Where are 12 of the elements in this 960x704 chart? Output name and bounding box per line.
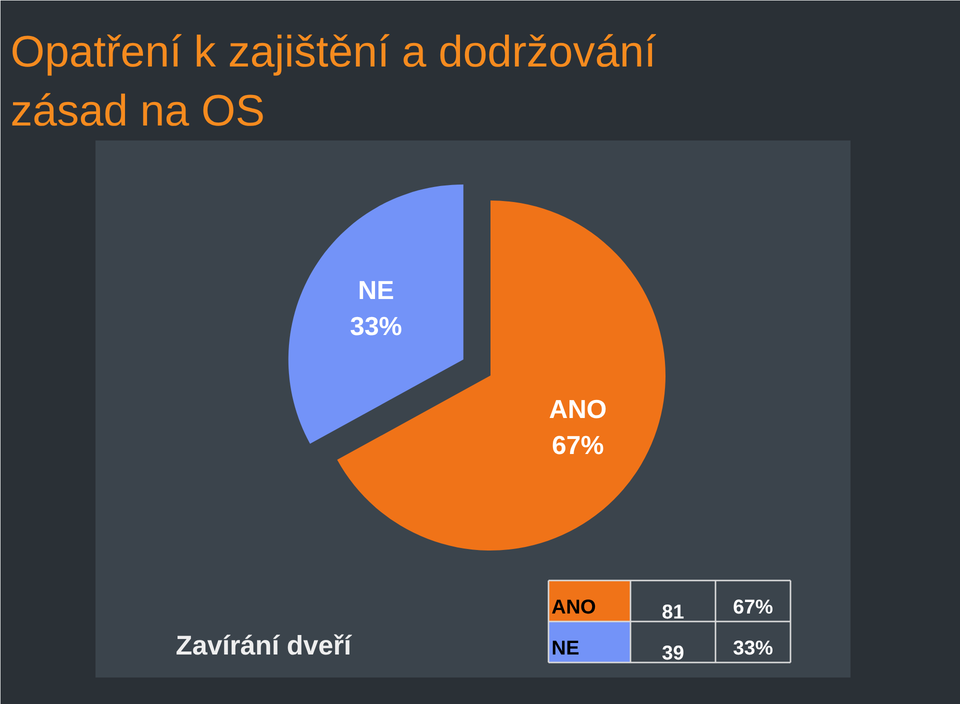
data-label: 67%	[552, 430, 604, 460]
text: Zavírání dveří	[176, 630, 353, 660]
text: 67%	[732, 596, 774, 618]
chart-title: Opatření k zajištění a dodržování zásad na OS	[10, 28, 657, 136]
slice-label: ANO	[548, 394, 607, 424]
data-label: 33%	[350, 310, 402, 341]
slice-label: NE	[358, 274, 394, 305]
text: 39	[662, 642, 684, 664]
category-label: NE	[552, 638, 580, 660]
text: 33%	[732, 638, 774, 660]
text: 81	[662, 602, 684, 624]
slice-label: ANO	[552, 596, 596, 618]
